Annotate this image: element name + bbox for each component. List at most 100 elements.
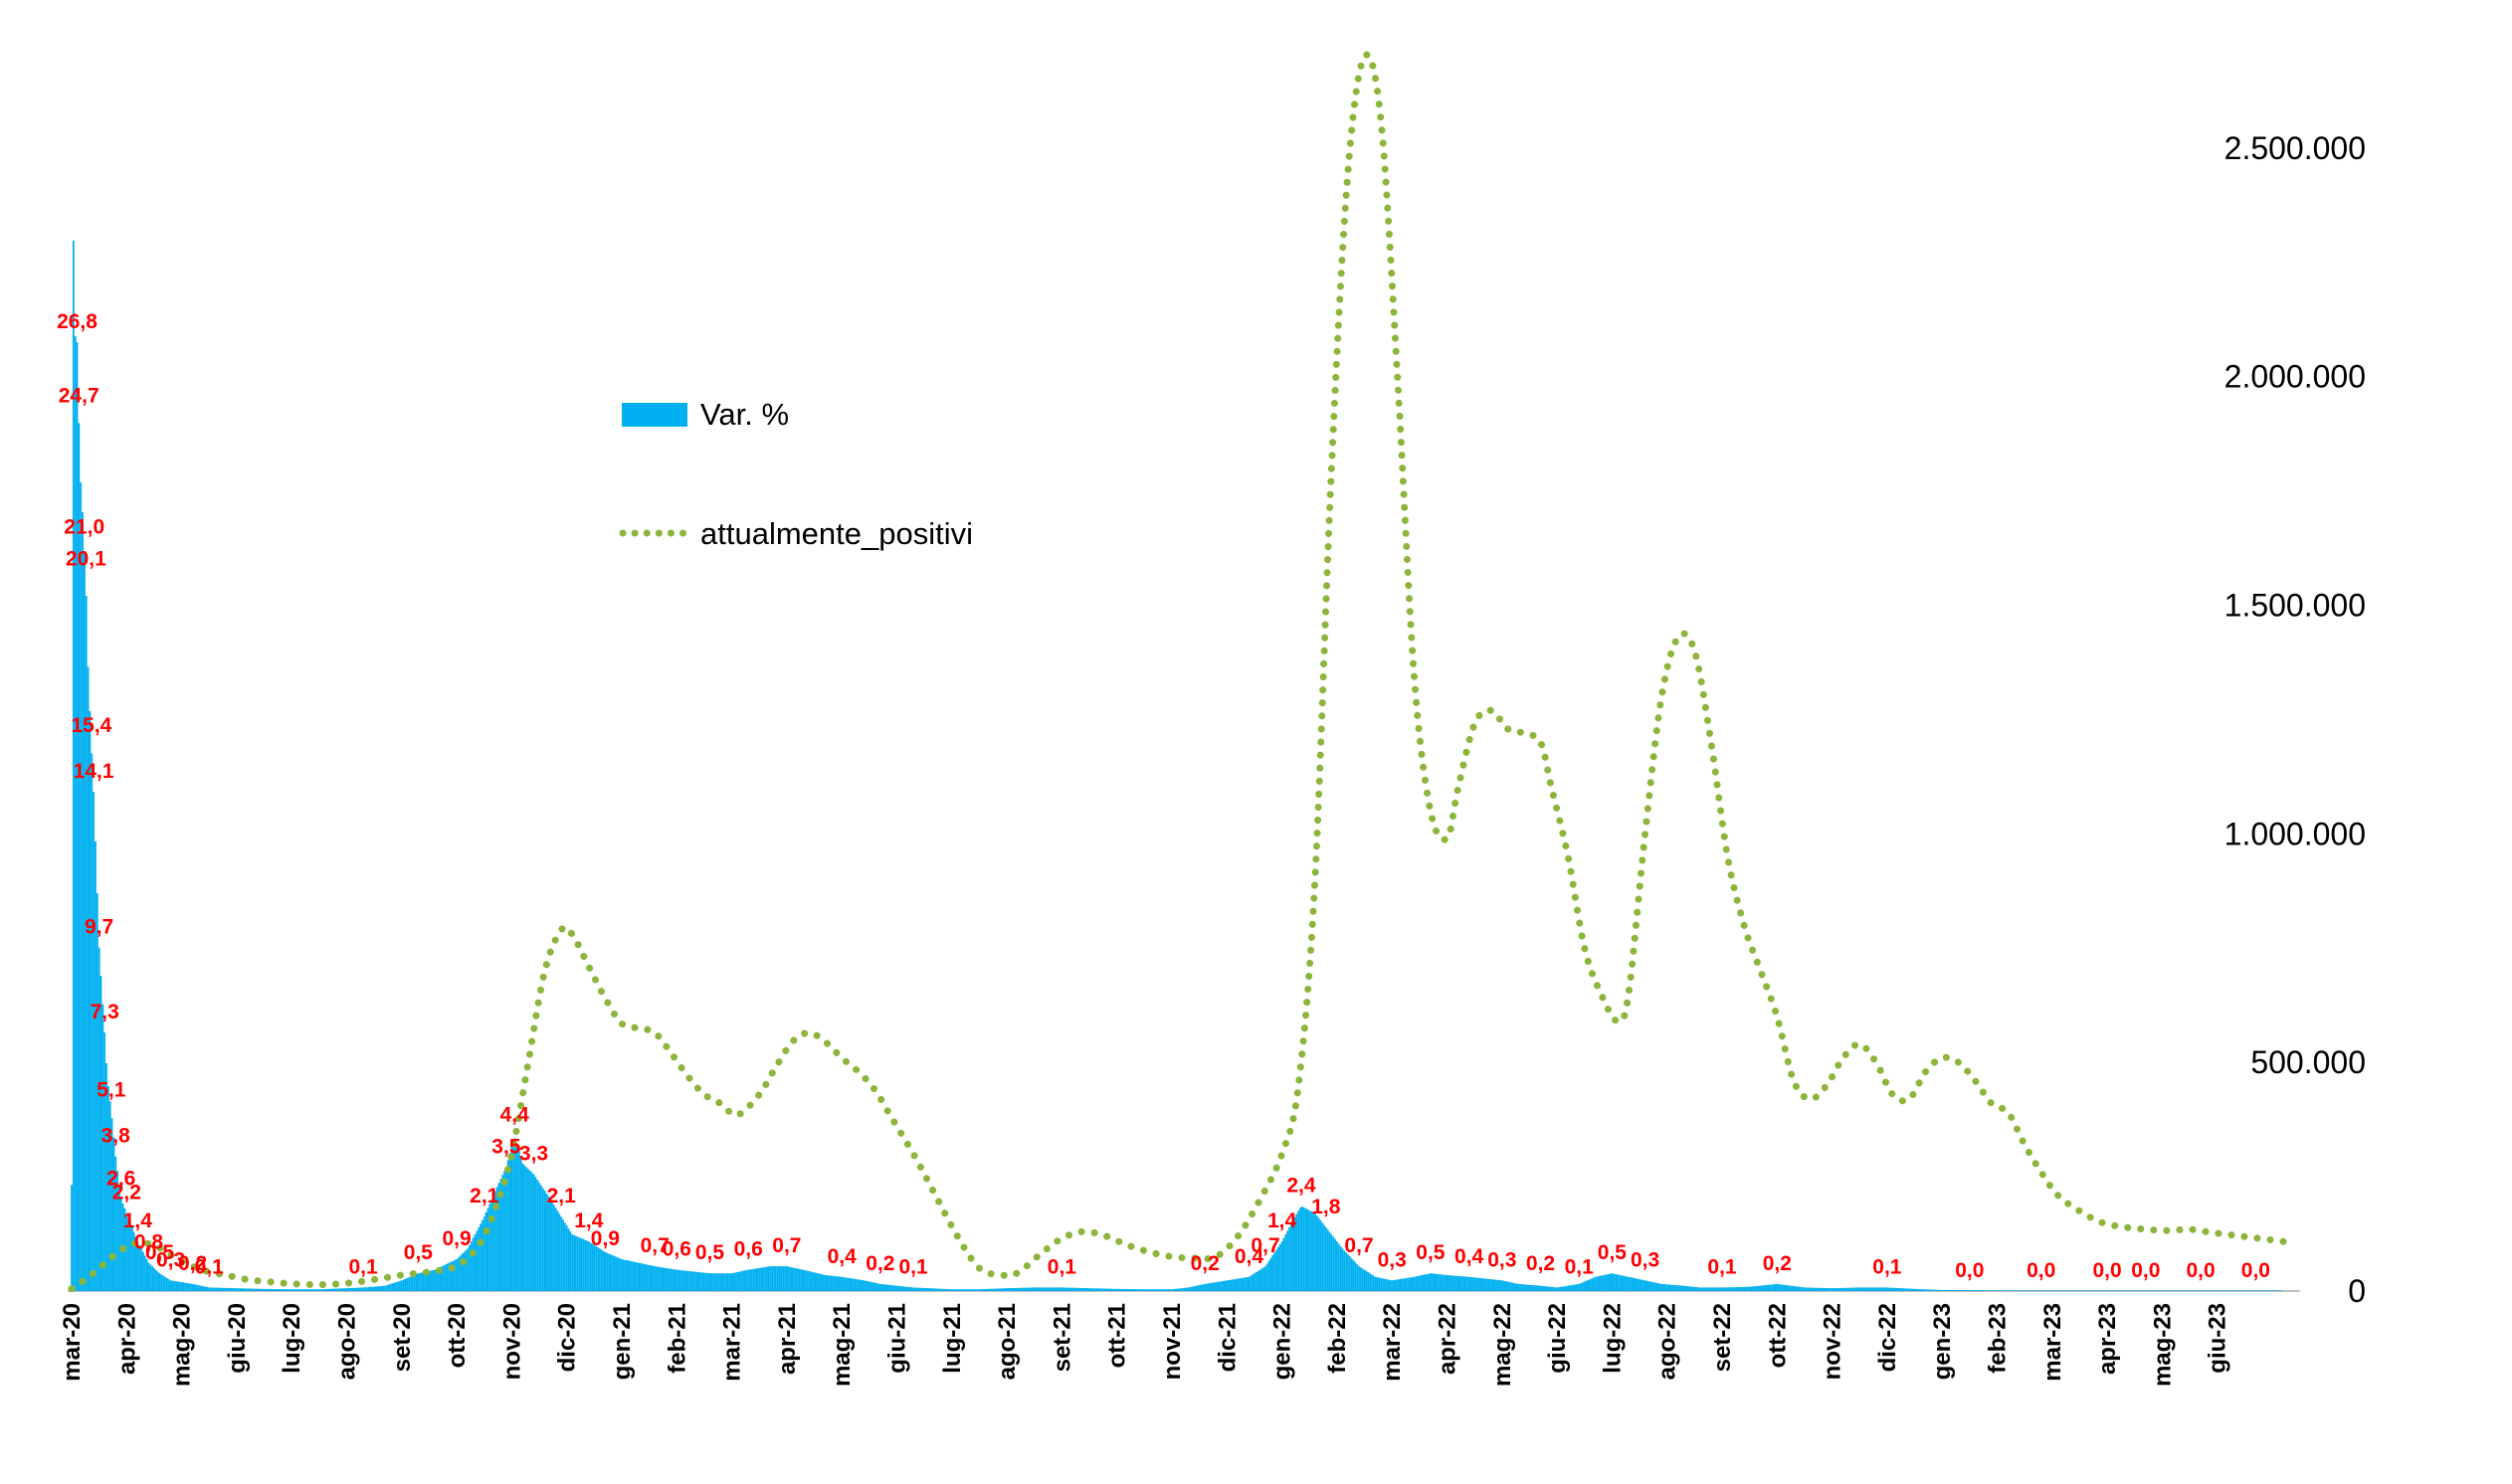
var-pct-bar — [1545, 1286, 1547, 1291]
var-pct-bar — [1343, 1250, 1346, 1291]
var-pct-bar — [844, 1277, 847, 1291]
var-pct-bar — [512, 1138, 515, 1291]
var-pct-bar — [680, 1270, 683, 1291]
var-pct-bar — [1078, 1287, 1081, 1291]
var-pct-bar — [1104, 1288, 1107, 1291]
var-pct-bar — [1478, 1277, 1481, 1291]
data-label: 3,3 — [519, 1143, 548, 1166]
var-pct-bar — [1532, 1285, 1535, 1291]
x-tick-label: apr-21 — [774, 1303, 801, 1375]
var-pct-bar — [1510, 1282, 1512, 1291]
var-pct-bar — [1367, 1272, 1370, 1291]
var-pct-bar — [1815, 1287, 1817, 1291]
var-pct-bar — [695, 1271, 698, 1291]
var-pct-bar — [1011, 1288, 1014, 1291]
var-pct-bar — [1615, 1273, 1617, 1291]
var-pct-bar — [1919, 1289, 1921, 1291]
var-pct-bar — [1182, 1288, 1184, 1291]
var-pct-bar — [1847, 1287, 1850, 1291]
var-pct-bar — [699, 1272, 702, 1291]
x-tick-label: mag-22 — [1489, 1303, 1516, 1387]
right-axis-tick-label: 500.000 — [2250, 1044, 2366, 1080]
var-pct-bar — [906, 1286, 909, 1291]
var-pct-bar — [2047, 1290, 2050, 1291]
var-pct-bar — [1576, 1284, 1579, 1291]
var-pct-bar — [1895, 1287, 1898, 1291]
var-pct-bar — [93, 792, 96, 1291]
var-pct-bar — [1649, 1281, 1652, 1291]
var-pct-bar — [1475, 1277, 1477, 1291]
var-pct-bar — [791, 1267, 794, 1291]
var-pct-bar — [1891, 1287, 1894, 1291]
var-pct-bar — [976, 1289, 979, 1291]
var-pct-bar — [1067, 1287, 1070, 1291]
var-pct-bar — [1873, 1287, 1875, 1291]
var-pct-bar — [686, 1270, 689, 1291]
var-pct-bar — [826, 1275, 829, 1291]
var-pct-bar — [1926, 1289, 1929, 1291]
var-pct-bar — [2143, 1290, 2145, 1291]
var-pct-bar — [426, 1271, 429, 1291]
x-tick-label: dic-20 — [554, 1303, 581, 1372]
var-pct-bar — [1400, 1278, 1403, 1291]
var-pct-bar — [704, 1272, 707, 1291]
var-pct-bar — [1761, 1285, 1764, 1291]
var-pct-bar — [2187, 1290, 2190, 1291]
var-pct-bar — [2027, 1290, 2029, 1291]
var-pct-bar — [534, 1177, 537, 1291]
var-pct-bar — [1774, 1284, 1777, 1291]
var-pct-bar — [1200, 1284, 1203, 1291]
var-pct-bar — [2037, 1290, 2040, 1291]
var-pct-bar — [1161, 1289, 1164, 1291]
var-pct-bar — [329, 1288, 331, 1291]
var-pct-bar — [1839, 1287, 1842, 1291]
data-label: 0,7 — [1344, 1234, 1373, 1257]
right-axis-tick-label: 1.000.000 — [2224, 816, 2366, 851]
var-pct-bar — [2170, 1290, 2173, 1291]
var-pct-bar — [1145, 1289, 1148, 1291]
var-pct-bar — [1845, 1287, 1848, 1291]
var-pct-bar — [2061, 1290, 2064, 1291]
var-pct-bar — [958, 1289, 961, 1291]
var-pct-bar — [2278, 1290, 2281, 1291]
var-pct-bar — [677, 1269, 680, 1291]
var-pct-bar — [780, 1266, 783, 1291]
var-pct-bar — [721, 1273, 724, 1291]
var-pct-bar — [2109, 1290, 2112, 1291]
var-pct-bar — [503, 1171, 505, 1291]
var-pct-bar — [1876, 1287, 1879, 1291]
var-pct-bar — [114, 1156, 117, 1291]
var-pct-bar — [637, 1262, 640, 1291]
var-pct-bar — [1651, 1281, 1653, 1291]
var-pct-bar — [1802, 1287, 1805, 1291]
var-pct-bar — [1442, 1274, 1445, 1291]
var-pct-bar — [1963, 1290, 1966, 1291]
var-pct-bar — [223, 1287, 225, 1291]
var-pct-bar — [830, 1275, 833, 1291]
data-label: 0,0 — [2241, 1259, 2270, 1282]
var-pct-bar — [769, 1266, 772, 1291]
var-pct-bar — [2119, 1290, 2121, 1291]
var-pct-bar — [2236, 1290, 2238, 1291]
var-pct-bar — [806, 1270, 809, 1291]
var-pct-bar — [1622, 1275, 1625, 1291]
var-pct-bar — [295, 1289, 298, 1291]
var-pct-bar — [210, 1287, 212, 1291]
var-pct-bar — [1462, 1276, 1464, 1291]
var-pct-bar — [186, 1282, 189, 1291]
var-pct-bar — [2157, 1290, 2160, 1291]
var-pct-bar — [1363, 1269, 1366, 1291]
data-label: 0,9 — [591, 1227, 620, 1250]
var-pct-bar — [501, 1175, 504, 1291]
legend: Var. % attualmente_positivi — [619, 397, 973, 551]
var-pct-bar — [1785, 1285, 1788, 1291]
var-pct-bar — [752, 1268, 755, 1291]
var-pct-bar — [476, 1230, 479, 1291]
var-pct-bar — [1209, 1282, 1212, 1291]
var-pct-bar — [1444, 1274, 1447, 1291]
var-pct-bar — [1985, 1290, 1988, 1291]
var-pct-bar — [1495, 1279, 1498, 1291]
var-pct-bar — [832, 1275, 834, 1291]
var-pct-bar — [1264, 1266, 1266, 1291]
data-label: 0,0 — [2027, 1259, 2055, 1282]
